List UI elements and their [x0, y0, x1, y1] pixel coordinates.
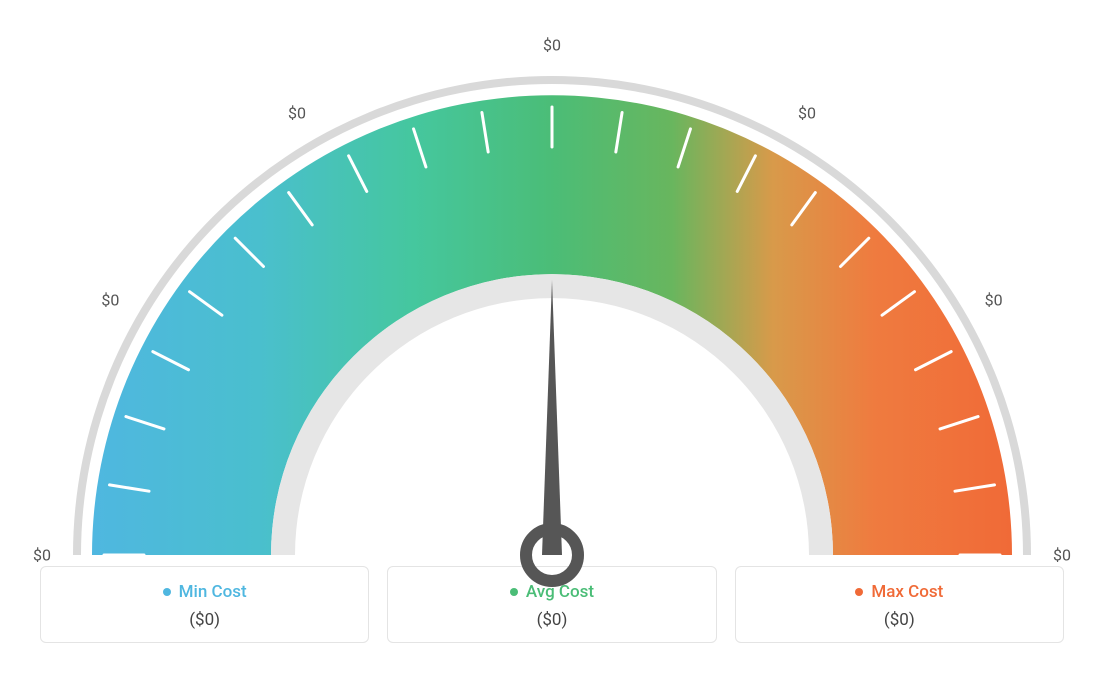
gauge-tick-label: $0: [1053, 546, 1071, 565]
gauge-tick-label: $0: [985, 291, 1003, 310]
gauge-needle: [542, 280, 562, 555]
gauge-tick-label: $0: [33, 546, 51, 565]
gauge-svg: [0, 20, 1104, 595]
legend-value: ($0): [398, 610, 705, 630]
gauge-tick-label: $0: [798, 104, 816, 123]
legend-value: ($0): [51, 610, 358, 630]
gauge-tick-label: $0: [101, 291, 119, 310]
gauge-tick-label: $0: [543, 36, 561, 55]
legend-value: ($0): [746, 610, 1053, 630]
gauge-tick-label: $0: [288, 104, 306, 123]
gauge-chart: $0$0$0$0$0$0$0: [0, 0, 1104, 560]
